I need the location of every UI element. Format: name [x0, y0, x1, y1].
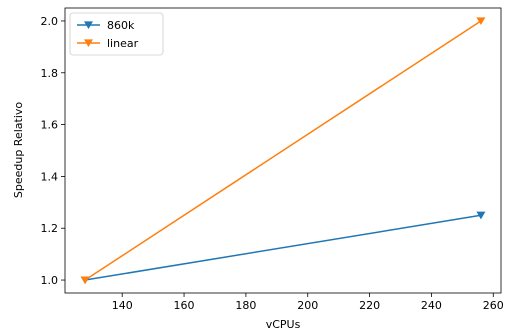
- legend-marker: [84, 39, 93, 48]
- data-point-marker: [476, 211, 486, 220]
- x-tick-label: 260: [483, 299, 504, 312]
- legend-marker: [84, 21, 93, 30]
- legend-box: [69, 12, 164, 56]
- x-tick-label: 240: [421, 299, 442, 312]
- x-tick-label: 180: [235, 299, 256, 312]
- x-tick-label: 200: [297, 299, 318, 312]
- y-tick-label: 1.6: [41, 119, 59, 132]
- y-tick-label: 1.0: [41, 274, 59, 287]
- y-axis: 1.0 1.2 1.4 1.6 1.8 2.0: [41, 15, 65, 287]
- x-axis-label: vCPUs: [266, 318, 301, 331]
- legend-entry: linear: [77, 37, 139, 50]
- x-tick-label: 160: [174, 299, 195, 312]
- legend-label: linear: [107, 37, 139, 50]
- series-line: [84, 20, 482, 281]
- x-axis: 140 160 180 200 220 240 260: [112, 293, 504, 312]
- data-point-marker: [80, 276, 90, 285]
- series-linear: [80, 17, 486, 285]
- y-tick-label: 1.8: [41, 67, 59, 80]
- series-line: [84, 214, 482, 281]
- y-tick-label: 2.0: [41, 15, 59, 28]
- legend-label: 860k: [107, 19, 135, 32]
- series-layer: [80, 17, 486, 285]
- y-axis-label: Speedup Relativo: [12, 102, 25, 199]
- plot-frame: [64, 7, 502, 294]
- legend: 860k linear: [69, 12, 164, 56]
- y-tick-label: 1.2: [41, 222, 59, 235]
- x-tick-label: 140: [112, 299, 133, 312]
- legend-entry: 860k: [77, 19, 135, 32]
- y-tick-label: 1.4: [41, 170, 59, 183]
- data-point-marker: [476, 17, 486, 26]
- x-tick-label: 220: [359, 299, 380, 312]
